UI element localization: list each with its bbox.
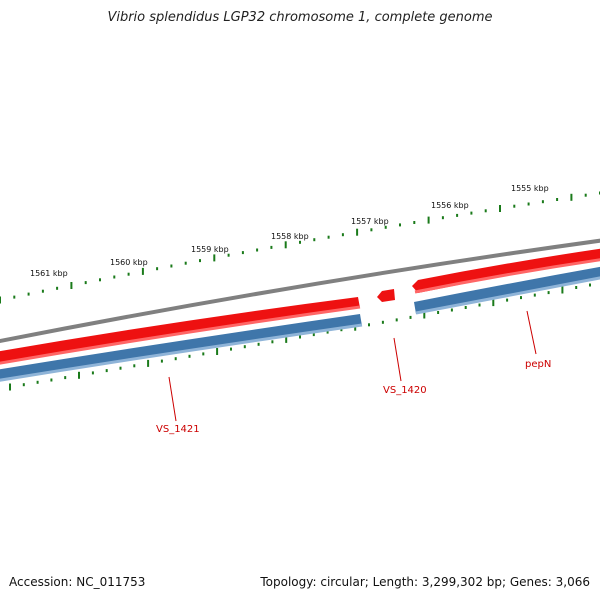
map-title: Vibrio splendidus LGP32 chromosome 1, co…: [107, 10, 493, 25]
forward-strand-feature: [412, 248, 600, 293]
forward-strand-edge: [414, 258, 600, 294]
reverse-strand-edge: [415, 276, 600, 315]
scale-label: 1560 kbp: [110, 258, 148, 267]
pepn-leader-line: [526, 310, 537, 355]
scale-label: 1558 kbp: [271, 232, 309, 241]
gene-label-vs1421: VS_1421: [156, 424, 200, 435]
vs1420-leader-line: [393, 337, 402, 382]
genome-summary-text: Topology: circular; Length: 3,299,302 bp…: [260, 575, 590, 589]
scale-label: 1557 kbp: [351, 217, 389, 226]
scale-label: 1556 kbp: [431, 201, 469, 210]
vs1421-leader-line: [168, 376, 177, 422]
forward-strand-edge: [0, 305, 361, 365]
scale-labels: 1555 kbp 1556 kbp 1557 kbp 1558 kbp 1559 kbp…: [30, 184, 549, 278]
gene-label-pepn: pepN: [525, 359, 551, 370]
scale-label: 1559 kbp: [191, 245, 229, 254]
reverse-strand-edge: [0, 323, 363, 382]
genome-backbone: [0, 238, 600, 344]
reverse-strand-feature: [414, 266, 600, 314]
forward-strand-feature-vs1420: [377, 289, 395, 302]
accession-text: Accession: NC_011753: [9, 575, 146, 589]
scale-ticks-outer: [0, 191, 600, 304]
gene-label-vs1420: VS_1420: [383, 385, 427, 396]
scale-label: 1555 kbp: [511, 184, 549, 193]
scale-label: 1561 kbp: [30, 269, 68, 278]
